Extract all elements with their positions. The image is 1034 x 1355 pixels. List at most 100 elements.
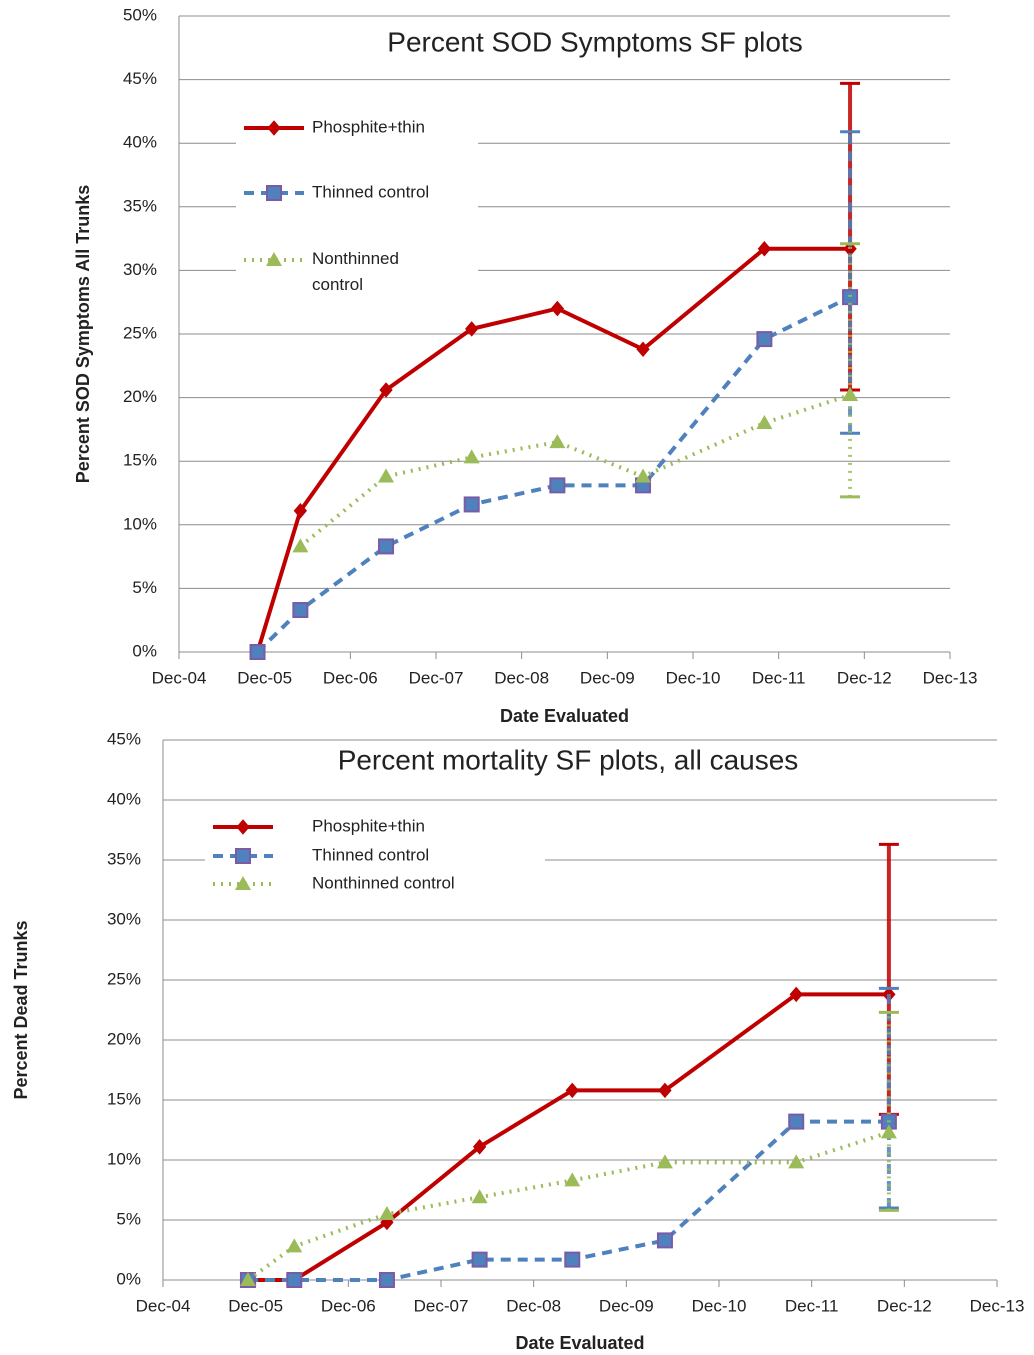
x-tick-label: Dec-12 — [837, 668, 892, 687]
y-tick-label: 15% — [123, 451, 157, 470]
legend-marker — [235, 848, 251, 864]
marker — [286, 1272, 303, 1288]
marker — [756, 415, 773, 430]
marker — [379, 382, 393, 398]
marker — [286, 1238, 303, 1253]
y-tick-label: 40% — [107, 789, 141, 808]
marker — [378, 1272, 395, 1288]
legend-box — [236, 110, 478, 300]
legend-label: Thinned control — [312, 845, 429, 864]
y-tick-label: 35% — [123, 196, 157, 215]
x-tick-label: Dec-05 — [237, 668, 292, 687]
legend-label: Nonthinned control — [312, 873, 455, 892]
y-axis-title: Percent SOD Symptoms All Trunks — [73, 185, 93, 483]
marker — [472, 1139, 487, 1155]
marker — [550, 300, 565, 317]
y-tick-label: 30% — [123, 260, 157, 279]
x-tick-label: Dec-06 — [321, 1296, 376, 1315]
x-tick-label: Dec-07 — [414, 1296, 469, 1315]
y-tick-label: 25% — [123, 323, 157, 342]
y-tick-label: 5% — [116, 1209, 141, 1228]
series-line — [299, 393, 851, 548]
marker — [549, 477, 566, 494]
legend-label: Phosphite+thin — [312, 816, 425, 835]
legend-marker — [266, 185, 282, 201]
x-tick-label: Dec-04 — [136, 1296, 191, 1315]
x-tick-label: Dec-10 — [692, 1296, 747, 1315]
marker — [656, 1154, 673, 1169]
y-tick-label: 25% — [107, 969, 141, 988]
x-tick-label: Dec-11 — [785, 1296, 839, 1315]
legend-label: Phosphite+thin — [312, 117, 425, 136]
legend-label: Nonthinned control — [312, 249, 399, 294]
y-tick-label: 30% — [107, 909, 141, 928]
marker — [789, 986, 803, 1003]
x-tick-label: Dec-09 — [599, 1296, 654, 1315]
y-tick-label: 20% — [123, 387, 157, 406]
marker — [465, 321, 479, 337]
x-axis-title: Date Evaluated — [515, 1333, 644, 1353]
marker — [378, 1206, 395, 1220]
marker — [378, 468, 395, 483]
y-tick-label: 45% — [107, 729, 141, 748]
series-line — [256, 295, 851, 654]
marker — [564, 1251, 581, 1268]
x-tick-label: Dec-05 — [228, 1296, 283, 1315]
marker — [842, 289, 859, 306]
legend-marker — [266, 252, 282, 266]
x-tick-label: Dec-10 — [666, 668, 721, 687]
y-tick-label: 0% — [116, 1269, 141, 1288]
y-tick-label: 35% — [107, 849, 141, 868]
marker — [463, 496, 480, 513]
marker — [756, 331, 773, 348]
x-tick-label: Dec-12 — [877, 1296, 932, 1315]
x-tick-label: Dec-08 — [506, 1296, 561, 1315]
chart-title: Percent mortality SF plots, all causes — [338, 744, 799, 775]
marker — [293, 503, 308, 519]
y-tick-label: 45% — [123, 69, 157, 88]
marker — [471, 1189, 488, 1204]
marker — [842, 387, 859, 402]
y-tick-label: 15% — [107, 1089, 141, 1108]
y-tick-label: 50% — [123, 5, 157, 24]
marker — [292, 602, 309, 619]
legend-marker — [235, 876, 251, 890]
chart-title: Percent SOD Symptoms SF plots — [387, 26, 802, 57]
series-line — [247, 1119, 889, 1282]
series-line — [246, 1130, 890, 1282]
x-tick-label: Dec-04 — [152, 668, 207, 687]
x-tick-label: Dec-13 — [923, 668, 978, 687]
marker — [249, 644, 266, 660]
x-axis-title: Date Evaluated — [500, 706, 629, 726]
marker — [549, 434, 566, 449]
marker — [463, 449, 480, 464]
y-tick-label: 40% — [123, 133, 157, 152]
x-tick-label: Dec-13 — [970, 1296, 1025, 1315]
y-tick-label: 5% — [132, 578, 157, 597]
x-tick-label: Dec-11 — [752, 668, 806, 687]
series-line — [255, 246, 851, 653]
marker — [656, 1232, 673, 1249]
marker — [636, 341, 650, 358]
x-tick-label: Dec-08 — [494, 668, 549, 687]
x-tick-label: Dec-07 — [409, 668, 464, 687]
marker — [378, 538, 395, 555]
series-line — [247, 992, 889, 1282]
y-axis-title: Percent Dead Trunks — [11, 920, 31, 1099]
y-tick-label: 0% — [132, 641, 157, 660]
x-tick-label: Dec-06 — [323, 668, 378, 687]
x-tick-label: Dec-09 — [580, 668, 635, 687]
marker — [239, 1272, 256, 1286]
marker — [658, 1082, 672, 1099]
marker — [880, 1124, 897, 1139]
marker — [788, 1154, 805, 1169]
marker — [565, 1082, 579, 1099]
y-tick-label: 10% — [107, 1149, 141, 1168]
y-tick-label: 20% — [107, 1029, 141, 1048]
marker — [292, 538, 309, 553]
marker — [757, 241, 772, 257]
legend-marker — [267, 120, 281, 136]
marker — [635, 468, 652, 483]
marker — [788, 1113, 805, 1130]
